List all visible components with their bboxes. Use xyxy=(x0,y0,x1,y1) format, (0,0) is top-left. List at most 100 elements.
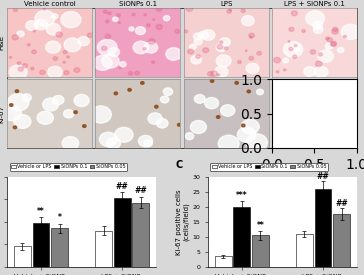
Circle shape xyxy=(64,38,81,52)
Circle shape xyxy=(194,95,205,103)
Circle shape xyxy=(224,47,228,50)
Circle shape xyxy=(103,10,107,13)
Circle shape xyxy=(331,42,336,46)
Circle shape xyxy=(33,30,35,32)
Title: SiONPs 0.1: SiONPs 0.1 xyxy=(119,1,157,7)
Legend: Vehicle or LPS, SiONPs 0.1, SiONPs 0.05: Vehicle or LPS, SiONPs 0.1, SiONPs 0.05 xyxy=(10,163,127,171)
Circle shape xyxy=(149,39,155,44)
Circle shape xyxy=(46,23,60,35)
Circle shape xyxy=(94,55,112,70)
Circle shape xyxy=(17,62,21,65)
Circle shape xyxy=(314,66,328,77)
Circle shape xyxy=(190,44,196,49)
Circle shape xyxy=(163,88,173,95)
Circle shape xyxy=(46,41,60,53)
Circle shape xyxy=(35,10,55,26)
Circle shape xyxy=(250,36,252,38)
Circle shape xyxy=(52,14,58,19)
Legend: Vehicle or LPS, SiONPs 0.1, SiONPs 0.05: Vehicle or LPS, SiONPs 0.1, SiONPs 0.05 xyxy=(210,163,328,171)
Circle shape xyxy=(191,56,201,64)
Circle shape xyxy=(318,53,323,56)
Text: ##: ## xyxy=(116,182,128,191)
Circle shape xyxy=(2,105,21,121)
Circle shape xyxy=(185,133,194,140)
Circle shape xyxy=(53,95,64,104)
Circle shape xyxy=(106,20,109,23)
Y-axis label: H&E: H&E xyxy=(0,35,4,50)
Circle shape xyxy=(293,55,297,58)
Circle shape xyxy=(133,41,149,54)
Circle shape xyxy=(18,67,23,71)
Circle shape xyxy=(178,123,181,126)
Circle shape xyxy=(311,81,314,84)
Circle shape xyxy=(246,134,268,151)
Circle shape xyxy=(333,27,338,32)
Bar xyxy=(314,189,331,267)
Circle shape xyxy=(9,104,13,106)
Circle shape xyxy=(156,24,162,29)
Circle shape xyxy=(343,79,357,90)
Circle shape xyxy=(205,97,219,109)
Circle shape xyxy=(242,16,254,26)
Circle shape xyxy=(266,114,288,131)
Circle shape xyxy=(219,38,230,46)
Circle shape xyxy=(90,106,111,123)
Circle shape xyxy=(289,47,293,51)
Circle shape xyxy=(119,67,121,68)
Circle shape xyxy=(184,30,188,33)
Circle shape xyxy=(107,138,120,149)
Circle shape xyxy=(237,127,256,142)
Circle shape xyxy=(276,71,279,73)
Circle shape xyxy=(270,130,274,132)
Circle shape xyxy=(115,127,133,142)
Circle shape xyxy=(8,94,29,111)
Circle shape xyxy=(219,41,223,43)
Circle shape xyxy=(102,54,119,68)
Text: ***: *** xyxy=(236,191,248,200)
Circle shape xyxy=(102,46,107,51)
Circle shape xyxy=(341,24,360,40)
Circle shape xyxy=(188,49,194,54)
Circle shape xyxy=(175,29,180,33)
Text: **: ** xyxy=(257,221,264,230)
Bar xyxy=(252,235,269,267)
Circle shape xyxy=(302,30,305,32)
Circle shape xyxy=(322,124,334,134)
Circle shape xyxy=(304,67,316,76)
Circle shape xyxy=(288,41,290,42)
Circle shape xyxy=(325,43,333,49)
Circle shape xyxy=(157,119,168,128)
Text: ##: ## xyxy=(317,172,329,181)
Circle shape xyxy=(332,29,338,34)
Bar xyxy=(51,229,68,267)
Circle shape xyxy=(203,48,209,53)
Circle shape xyxy=(116,14,120,17)
Circle shape xyxy=(135,71,139,75)
Circle shape xyxy=(148,113,162,124)
Title: Vehicle control: Vehicle control xyxy=(24,1,76,7)
Circle shape xyxy=(199,31,209,39)
Circle shape xyxy=(27,44,30,46)
Y-axis label: Ki-67 positive cells
(cells/field): Ki-67 positive cells (cells/field) xyxy=(176,189,190,254)
Circle shape xyxy=(327,37,332,42)
Text: C: C xyxy=(175,160,183,170)
Circle shape xyxy=(343,35,347,38)
Circle shape xyxy=(118,22,120,24)
Circle shape xyxy=(22,94,31,101)
Circle shape xyxy=(74,94,89,106)
Circle shape xyxy=(78,37,89,46)
Circle shape xyxy=(337,47,344,53)
Text: **: ** xyxy=(37,207,45,216)
Circle shape xyxy=(186,6,193,11)
Circle shape xyxy=(119,62,126,67)
Circle shape xyxy=(144,42,158,53)
Circle shape xyxy=(108,48,119,56)
Bar xyxy=(215,256,232,267)
Circle shape xyxy=(310,50,316,54)
Circle shape xyxy=(217,45,223,49)
Circle shape xyxy=(218,135,239,152)
Circle shape xyxy=(13,8,17,12)
Circle shape xyxy=(112,17,118,21)
Circle shape xyxy=(13,126,17,129)
Text: ##: ## xyxy=(134,186,147,195)
